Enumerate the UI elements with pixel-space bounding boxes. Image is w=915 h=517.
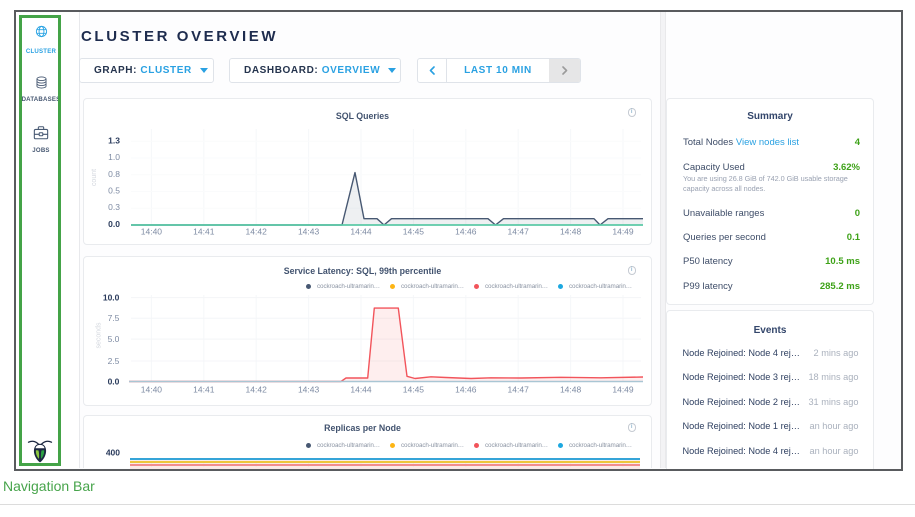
svg-text:14:44: 14:44 (350, 385, 372, 395)
svg-text:14:42: 14:42 (246, 227, 268, 237)
svg-text:14:40: 14:40 (141, 227, 163, 237)
svg-text:0.0: 0.0 (108, 377, 120, 387)
svg-text:0.0: 0.0 (108, 219, 120, 229)
svg-text:14:47: 14:47 (508, 385, 530, 395)
svg-text:1.0: 1.0 (108, 152, 120, 162)
svg-text:0.8: 0.8 (108, 169, 120, 179)
svg-text:14:49: 14:49 (612, 227, 634, 237)
svg-text:2.5: 2.5 (108, 356, 120, 366)
svg-text:7.5: 7.5 (108, 313, 120, 323)
svg-text:5.0: 5.0 (108, 334, 120, 344)
svg-text:1.3: 1.3 (108, 135, 120, 145)
svg-text:400: 400 (106, 448, 120, 458)
svg-text:14:43: 14:43 (298, 385, 320, 395)
svg-text:14:46: 14:46 (455, 227, 477, 237)
svg-text:14:48: 14:48 (560, 385, 582, 395)
svg-text:14:41: 14:41 (193, 227, 215, 237)
svg-text:14:48: 14:48 (560, 227, 582, 237)
svg-text:14:47: 14:47 (508, 227, 530, 237)
svg-text:14:42: 14:42 (246, 385, 268, 395)
svg-text:14:49: 14:49 (612, 385, 634, 395)
svg-text:14:46: 14:46 (455, 385, 477, 395)
svg-text:14:44: 14:44 (350, 227, 372, 237)
svg-text:0.3: 0.3 (108, 202, 120, 212)
svg-text:14:45: 14:45 (403, 385, 425, 395)
svg-text:14:43: 14:43 (298, 227, 320, 237)
svg-text:0.5: 0.5 (108, 186, 120, 196)
svg-text:14:45: 14:45 (403, 227, 425, 237)
svg-text:14:40: 14:40 (141, 385, 163, 395)
svg-text:14:41: 14:41 (193, 385, 215, 395)
svg-text:10.0: 10.0 (103, 293, 120, 303)
